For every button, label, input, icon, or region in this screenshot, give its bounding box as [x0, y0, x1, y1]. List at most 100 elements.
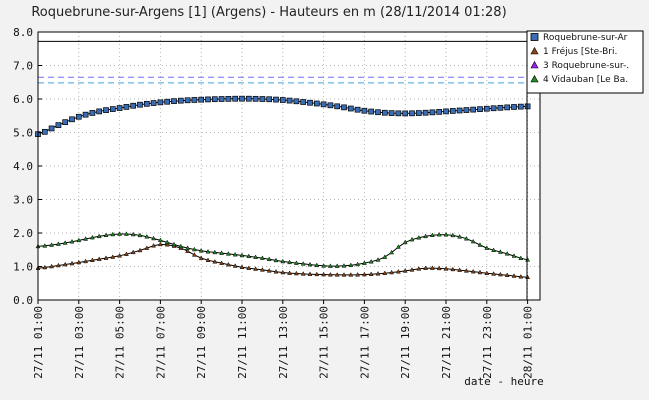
legend-item[interactable]: 4 Vidauban [Le Ba.: [530, 74, 628, 85]
data-point: [436, 265, 442, 271]
data-point: [416, 234, 422, 240]
data-point: [497, 271, 503, 277]
data-point: [355, 272, 361, 277]
data-point: [321, 271, 327, 277]
legend[interactable]: Roquebrune-sur-Ar 1 Fréjus [Ste-Bri. 3 Roq…: [526, 30, 644, 94]
data-point: [477, 269, 483, 275]
data-point: [205, 96, 211, 103]
data-point: [279, 97, 286, 103]
data-point: [212, 249, 218, 255]
data-point: [287, 259, 293, 265]
series-2: [35, 241, 531, 279]
y-tick-label: 7.0: [13, 60, 33, 73]
data-point: [313, 100, 320, 107]
series-4: [35, 231, 531, 268]
data-point: [395, 110, 402, 117]
data-point: [402, 110, 409, 117]
data-point: [110, 254, 116, 259]
data-point: [518, 273, 524, 279]
data-point: [470, 268, 476, 274]
data-point: [368, 271, 374, 276]
data-point: [423, 233, 429, 239]
data-point: [212, 259, 218, 264]
data-point: [456, 107, 463, 114]
data-point: [341, 272, 347, 277]
data-point: [334, 263, 340, 268]
y-tick-label: 1.0: [13, 261, 33, 274]
legend-square-marker: [530, 33, 539, 41]
data-point: [320, 101, 327, 108]
data-point: [137, 232, 143, 238]
data-point: [490, 105, 497, 112]
data-point: [150, 100, 157, 106]
data-point: [327, 263, 333, 268]
data-point: [89, 257, 95, 263]
legend-label: Roquebrune-sur-Ar: [543, 33, 628, 43]
data-point: [185, 245, 191, 250]
data-point: [49, 263, 55, 269]
data-point: [239, 252, 245, 258]
data-point: [83, 258, 89, 264]
data-point: [117, 231, 123, 236]
data-point: [361, 107, 368, 114]
data-point: [348, 262, 354, 268]
data-point: [198, 96, 205, 103]
legend-triangle-marker: [530, 46, 539, 55]
data-point: [273, 96, 279, 103]
data-point: [287, 270, 293, 275]
data-point: [334, 103, 341, 110]
legend-item[interactable]: 3 Roquebrune-sur-.: [530, 60, 629, 71]
x-tick-label: 27/11 21:00: [440, 306, 453, 379]
data-point: [293, 260, 299, 265]
data-point: [354, 106, 361, 113]
data-point: [504, 104, 511, 111]
data-point: [422, 109, 429, 116]
data-point: [457, 267, 463, 272]
data-point: [341, 263, 347, 268]
data-point: [524, 103, 531, 110]
legend-item[interactable]: 1 Fréjus [Ste-Bri.: [530, 46, 617, 57]
data-point: [300, 99, 307, 105]
data-point: [307, 261, 313, 267]
data-point: [123, 104, 130, 110]
data-point: [300, 261, 306, 266]
data-point: [463, 107, 470, 113]
data-point: [232, 95, 239, 102]
legend-label: 4 Vidauban [Le Ba.: [543, 75, 628, 85]
data-point: [484, 245, 490, 250]
legend-box: [526, 30, 644, 94]
y-tick-label: 3.0: [13, 194, 33, 207]
data-point: [177, 97, 184, 104]
data-point: [103, 107, 109, 113]
data-point: [504, 272, 510, 277]
data-point: [232, 251, 238, 257]
data-point: [245, 95, 252, 102]
data-point: [429, 265, 435, 270]
data-point: [409, 110, 415, 117]
data-point: [96, 233, 102, 239]
x-tick-label: 27/11 07:00: [154, 306, 167, 379]
data-point: [144, 233, 150, 239]
data-point: [280, 258, 286, 264]
data-point: [253, 266, 259, 271]
data-point: [280, 269, 286, 275]
data-point: [491, 271, 497, 276]
data-point: [307, 271, 313, 276]
data-point: [55, 262, 61, 268]
chart-title: Roquebrune-sur-Argens [1] (Argens) - Hau…: [31, 5, 506, 20]
data-point: [266, 256, 272, 261]
data-point: [117, 253, 123, 258]
data-point: [416, 266, 422, 271]
data-point: [463, 235, 469, 241]
data-point: [130, 102, 137, 109]
data-point: [178, 243, 184, 249]
data-point: [314, 271, 320, 277]
legend-item[interactable]: Roquebrune-sur-Ar: [530, 33, 628, 43]
data-point: [157, 99, 164, 106]
data-point: [334, 272, 340, 277]
data-point: [450, 232, 456, 238]
data-point: [62, 240, 68, 245]
data-point: [198, 248, 204, 253]
